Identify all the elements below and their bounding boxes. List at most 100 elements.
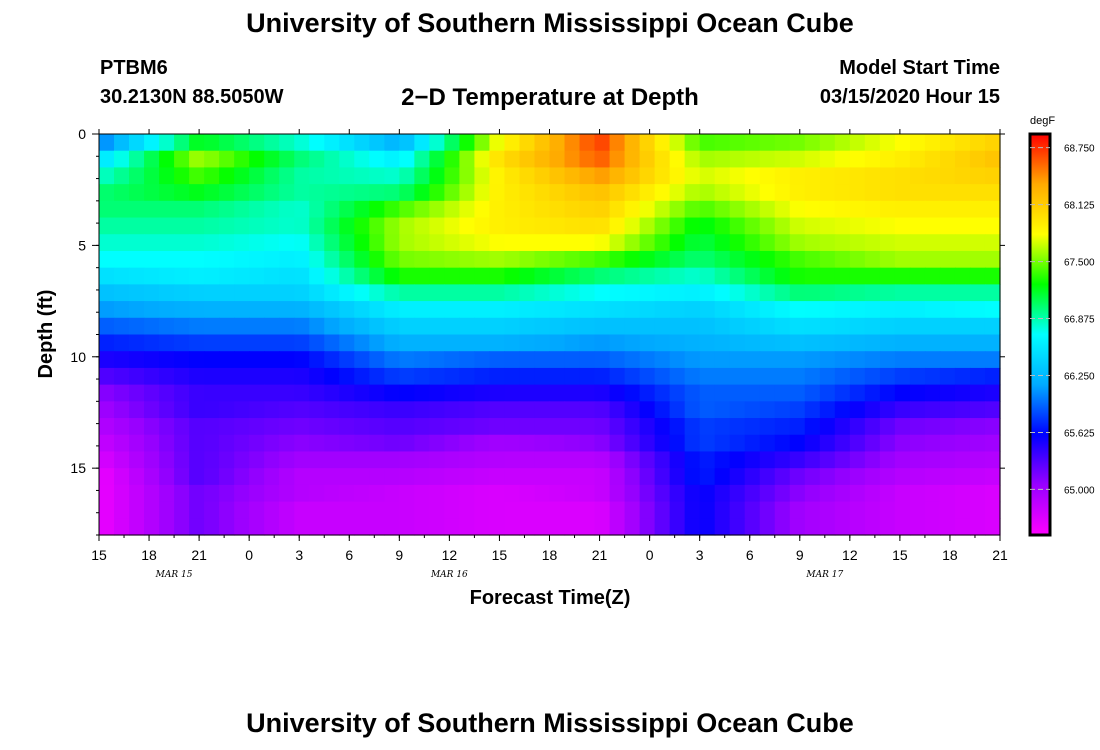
heatmap-cell — [519, 234, 536, 252]
heatmap-cell — [249, 384, 265, 402]
heatmap-cell — [489, 468, 506, 486]
heatmap-cell — [144, 501, 160, 519]
heatmap-cell — [954, 451, 971, 469]
heatmap-cell — [279, 451, 295, 469]
heatmap-cell — [789, 234, 806, 252]
heatmap-cell — [279, 434, 295, 453]
heatmap-cell — [639, 184, 656, 202]
heatmap-cell — [174, 518, 190, 536]
heatmap-cell — [699, 267, 716, 285]
heatmap-cell — [294, 351, 310, 369]
heatmap-cell — [909, 167, 926, 185]
heatmap-cell — [339, 401, 355, 419]
heatmap-cell — [954, 150, 971, 169]
heatmap-cell — [879, 284, 896, 302]
heatmap-cell — [894, 217, 911, 235]
heatmap-cell — [579, 267, 596, 285]
heatmap-cell — [129, 301, 145, 319]
heatmap-cell — [894, 501, 911, 519]
heatmap-cell — [609, 418, 626, 436]
heatmap-cell — [204, 434, 220, 453]
heatmap-cell — [504, 234, 521, 252]
heatmap-cell — [309, 317, 325, 336]
heatmap-cell — [654, 284, 671, 302]
heatmap-cell — [954, 384, 971, 402]
heatmap-cell — [564, 250, 581, 269]
heatmap-cell — [294, 484, 310, 503]
heatmap-cell — [519, 267, 536, 285]
heatmap-cell — [459, 401, 476, 419]
heatmap-cell — [219, 401, 235, 419]
heatmap-cell — [309, 518, 325, 536]
heatmap-cell — [744, 334, 761, 352]
heatmap-cell — [819, 351, 836, 369]
heatmap-cell — [939, 351, 956, 369]
heatmap-cell — [939, 217, 956, 235]
heatmap-cell — [114, 200, 130, 219]
heatmap-cell — [714, 434, 731, 453]
heatmap-cell — [384, 184, 400, 202]
heatmap-cell — [114, 484, 130, 503]
heatmap-cell — [399, 501, 415, 519]
heatmap-cell — [684, 150, 701, 169]
heatmap-cell — [534, 351, 551, 369]
heatmap-cell — [864, 401, 881, 419]
heatmap-cell — [879, 468, 896, 486]
heatmap-cell — [369, 367, 385, 386]
heatmap-cell — [879, 317, 896, 336]
heatmap-cell — [939, 250, 956, 269]
heatmap-cell — [924, 200, 941, 219]
heatmap-cell — [324, 468, 340, 486]
heatmap-cell — [159, 184, 175, 202]
heatmap-cell — [489, 200, 506, 219]
heatmap-cell — [909, 401, 926, 419]
heatmap-cell — [669, 184, 686, 202]
heatmap-cell — [744, 451, 761, 469]
heatmap-cell — [339, 351, 355, 369]
heatmap-cell — [129, 501, 145, 519]
heatmap-cell — [279, 184, 295, 202]
heatmap-cell — [624, 501, 641, 519]
heatmap-cell — [669, 501, 686, 519]
heatmap-cell — [594, 434, 611, 453]
heatmap-cell — [924, 451, 941, 469]
heatmap-cell — [519, 334, 536, 352]
heatmap-cell — [354, 451, 370, 469]
heatmap-cell — [624, 234, 641, 252]
heatmap-cell — [174, 200, 190, 219]
heatmap-cell — [774, 234, 791, 252]
heatmap-cell — [684, 384, 701, 402]
heatmap-cell — [924, 334, 941, 352]
heatmap-cell — [369, 284, 385, 302]
heatmap-cell — [909, 301, 926, 319]
heatmap-cell — [279, 501, 295, 519]
heatmap-cell — [939, 434, 956, 453]
heatmap-cell — [924, 234, 941, 252]
heatmap-cell — [864, 484, 881, 503]
heatmap-cell — [729, 484, 746, 503]
heatmap-cell — [99, 217, 115, 235]
heatmap-cell — [144, 384, 160, 402]
heatmap-cell — [489, 351, 506, 369]
heatmap-cell — [834, 184, 851, 202]
heatmap-cell — [954, 418, 971, 436]
heatmap-cell — [249, 418, 265, 436]
heatmap-cell — [639, 334, 656, 352]
heatmap-cell — [609, 167, 626, 185]
heatmap-cell — [864, 234, 881, 252]
heatmap-cell — [429, 167, 445, 185]
heatmap-cell — [429, 401, 445, 419]
heatmap-cell — [324, 184, 340, 202]
heatmap-cell — [99, 267, 115, 285]
heatmap-cell — [384, 200, 400, 219]
heatmap-cell — [789, 150, 806, 169]
heatmap-cell — [339, 317, 355, 336]
heatmap-cell — [939, 150, 956, 169]
heatmap-cell — [429, 367, 445, 386]
heatmap-cell — [204, 150, 220, 169]
heatmap-cell — [549, 384, 566, 402]
heatmap-cell — [924, 468, 941, 486]
heatmap-cell — [429, 267, 445, 285]
heatmap-cell — [369, 184, 385, 202]
heatmap-cell — [969, 284, 986, 302]
